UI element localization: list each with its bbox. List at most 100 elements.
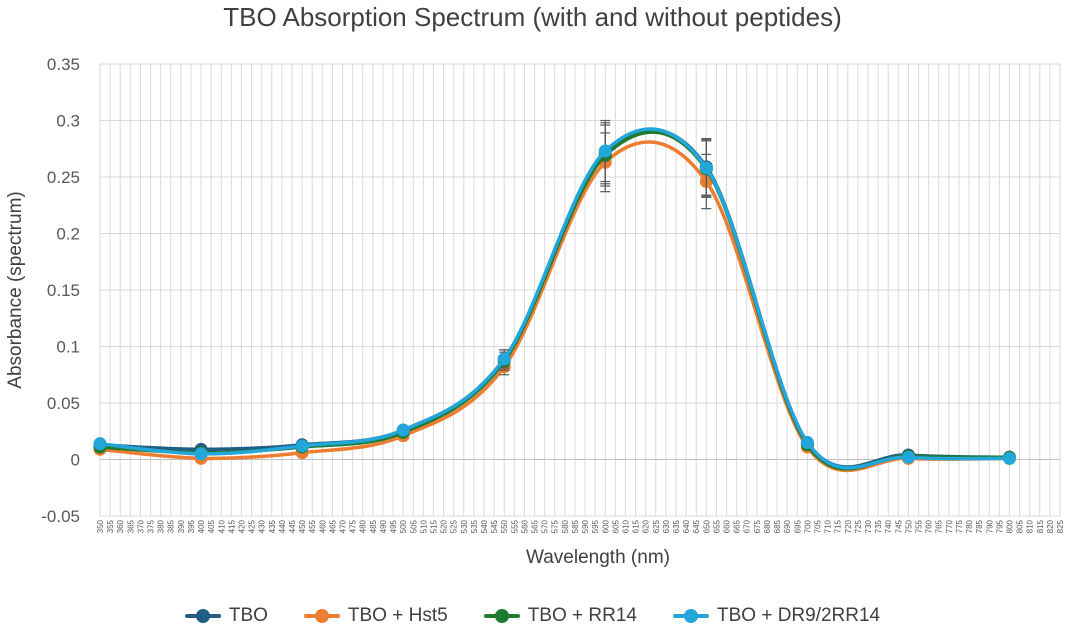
x-tick-label: 405 [207,519,216,533]
x-tick-label: 710 [824,519,833,533]
x-tick-label: 625 [652,519,661,533]
x-tick-label: 570 [541,519,550,533]
x-tick-label: 610 [621,519,630,533]
x-tick-label: 370 [136,519,145,533]
y-tick-label: 0.2 [56,225,80,244]
x-tick-label: 355 [106,519,115,533]
data-point [497,352,511,366]
x-tick-label: 415 [227,519,236,533]
x-tick-label: 640 [682,519,691,533]
x-tick-label: 695 [793,519,802,533]
x-tick-label: 450 [298,519,307,533]
legend-label: TBO + RR14 [527,605,637,626]
y-tick-label: -0.05 [41,507,80,526]
y-tick-label: 0 [71,451,80,470]
x-tick-label: 540 [480,519,489,533]
series-tbo-dr9-2rr14 [93,119,1016,470]
x-tick-label: 560 [520,519,529,533]
x-tick-label: 720 [844,519,853,533]
x-tick-label: 465 [328,519,337,533]
x-tick-label: 600 [601,519,610,533]
x-axis-title: Wavelength (nm) [526,547,670,568]
x-tick-label: 825 [1056,519,1065,533]
legend-label: TBO + DR9/2RR14 [716,605,881,626]
x-tick-label: 705 [813,519,822,533]
x-tick-label: 460 [318,519,327,533]
x-tick-label: 655 [712,519,721,533]
x-tick-label: 605 [611,519,620,533]
data-point [194,447,208,461]
x-tick-label: 820 [1046,519,1055,533]
x-tick-label: 650 [702,519,711,533]
data-point [901,450,915,464]
data-point [699,161,713,175]
x-tick-label: 420 [237,519,246,533]
legend-item: TBO + DR9/2RR14 [672,605,881,627]
x-tick-label: 760 [925,519,934,533]
x-tick-label: 470 [339,519,348,533]
x-tick-label: 545 [490,519,499,533]
x-tick-label: 585 [571,519,580,533]
x-tick-label: 815 [1036,519,1045,533]
x-tick-label: 645 [692,519,701,533]
x-tick-label: 635 [672,519,681,533]
x-tick-label: 755 [915,519,924,533]
x-tick-label: 390 [177,519,186,533]
x-tick-label: 780 [965,519,974,533]
legend-swatch [303,609,340,623]
x-tick-label: 380 [157,519,166,533]
x-tick-label: 350 [96,519,105,533]
legend: TBO TBO + Hst5 TBO + RR14 TBO + DR9/2RR14 [0,605,1065,627]
legend-item: TBO + RR14 [483,605,637,627]
x-tick-label: 620 [642,519,651,533]
x-tick-label: 565 [531,519,540,533]
x-tick-label: 745 [894,519,903,533]
x-tick-label: 510 [419,519,428,533]
x-tick-label: 750 [904,519,913,533]
x-tick-label: 475 [349,519,358,533]
x-tick-label: 785 [975,519,984,533]
x-tick-label: 365 [126,519,135,533]
x-tick-label: 810 [1026,519,1035,533]
x-tick-label: 500 [399,519,408,533]
x-tick-label: 725 [854,519,863,533]
x-tick-label: 425 [248,519,257,533]
legend-item: TBO [184,605,268,627]
x-tick-label: 595 [591,519,600,533]
data-point [598,144,612,158]
data-point [800,436,814,450]
x-tick-label: 735 [874,519,883,533]
y-tick-label: 0.35 [47,55,80,74]
x-tick-label: 690 [783,519,792,533]
data-point [295,439,309,453]
x-tick-label: 455 [308,519,317,533]
y-tick-label: 0.1 [56,338,80,357]
x-tick-label: 770 [945,519,954,533]
x-axis-tick-labels: 350 355 360 365 370 375 380 385 390 395 400 405 410 4… [96,519,1065,533]
x-tick-label: 805 [1016,519,1025,533]
x-tick-label: 700 [803,519,812,533]
x-tick-label: 590 [581,519,590,533]
x-tick-label: 795 [995,519,1004,533]
x-tick-label: 515 [429,519,438,533]
x-tick-label: 480 [359,519,368,533]
x-tick-label: 665 [733,519,742,533]
x-tick-label: 385 [167,519,176,533]
x-tick-label: 535 [470,519,479,533]
x-tick-label: 765 [935,519,944,533]
x-tick-label: 555 [510,519,519,533]
x-tick-label: 685 [773,519,782,533]
legend-label: TBO [228,605,268,626]
x-tick-label: 520 [440,519,449,533]
x-tick-label: 680 [763,519,772,533]
series-layer [93,119,1016,473]
y-tick-label: 0.3 [56,112,80,131]
x-tick-label: 530 [460,519,469,533]
x-tick-label: 730 [864,519,873,533]
y-tick-label: 0.25 [47,168,80,187]
x-tick-label: 800 [1005,519,1014,533]
legend-swatch [483,609,520,623]
x-tick-label: 715 [834,519,843,533]
x-tick-label: 615 [632,519,641,533]
data-point [396,423,410,437]
